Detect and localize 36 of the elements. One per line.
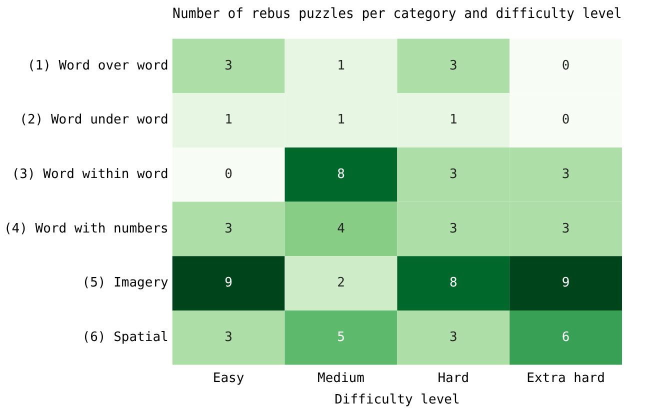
- data-label: 6: [562, 330, 570, 346]
- data-label: 8: [449, 276, 458, 291]
- y-tick-label: (3) Word within word: [12, 167, 168, 182]
- x-axis-title: Difficulty level: [334, 392, 460, 408]
- data-label: 1: [337, 112, 345, 128]
- data-label: 3: [449, 167, 458, 182]
- x-tick-label: Easy: [212, 370, 244, 386]
- data-label: 5: [337, 330, 345, 346]
- chart-title: Number of rebus puzzles per category and difficulty level: [172, 6, 622, 22]
- data-label: 3: [449, 330, 458, 346]
- data-label: 3: [224, 58, 232, 74]
- data-label: 4: [337, 221, 346, 236]
- data-label: 1: [224, 112, 232, 128]
- data-label: 3: [449, 58, 458, 74]
- data-label: 2: [337, 276, 345, 291]
- data-label: 1: [337, 58, 345, 74]
- data-label: 0: [562, 112, 570, 128]
- x-tick-label: Extra hard: [526, 370, 605, 386]
- data-label: 9: [224, 276, 232, 291]
- y-tick-label: (1) Word over word: [27, 58, 168, 74]
- x-tick-label: Medium: [317, 370, 365, 386]
- y-tick-label: (2) Word under word: [20, 112, 168, 128]
- data-label: 1: [449, 112, 458, 128]
- data-label: 0: [562, 58, 570, 74]
- data-label: 3: [562, 221, 570, 236]
- data-label: 3: [224, 221, 232, 236]
- data-label: 3: [562, 167, 570, 182]
- data-label: 3: [449, 221, 458, 236]
- y-tick-label: (4) Word with numbers: [4, 221, 168, 236]
- data-label: 0: [224, 167, 232, 182]
- data-label: 9: [562, 276, 570, 291]
- data-label: 3: [224, 330, 232, 346]
- x-tick-label: Hard: [438, 370, 470, 386]
- y-tick-label: (6) Spatial: [82, 330, 168, 346]
- data-label: 8: [337, 167, 345, 182]
- y-tick-label: (5) Imagery: [82, 276, 169, 291]
